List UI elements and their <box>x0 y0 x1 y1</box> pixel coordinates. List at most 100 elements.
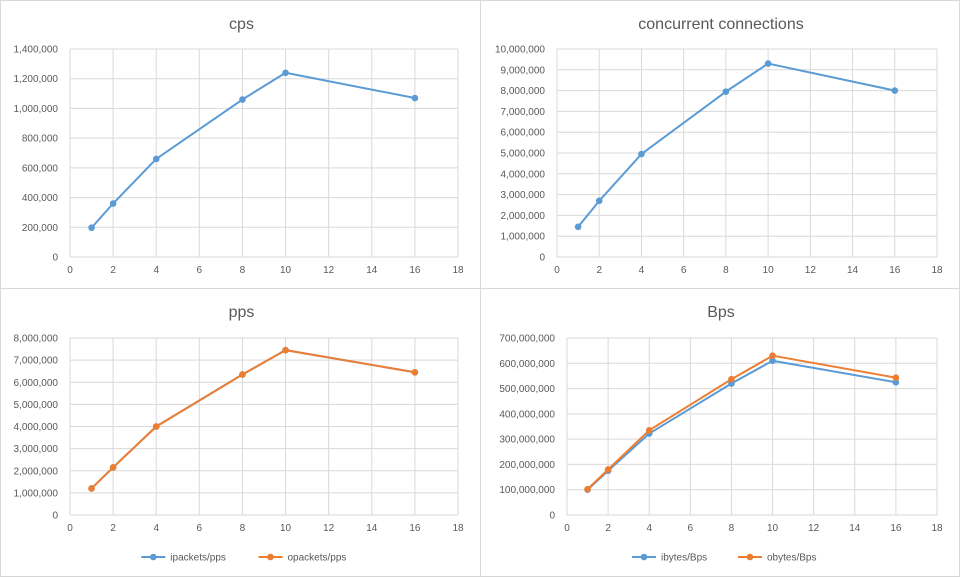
y-tick-label: 7,000,000 <box>501 107 546 118</box>
legend-label: ipackets/pps <box>170 553 226 564</box>
data-point <box>88 224 95 232</box>
data-point <box>109 464 117 471</box>
x-tick-label: 8 <box>723 265 729 276</box>
x-tick-label: 16 <box>409 523 421 534</box>
chart-title: concurrent connections <box>638 16 803 33</box>
data-point <box>595 197 603 205</box>
y-tick-label: 5,000,000 <box>501 149 546 160</box>
legend-swatch-marker <box>640 553 648 561</box>
data-point <box>604 466 612 473</box>
data-point <box>584 485 591 493</box>
chart-svg: concurrent connections 0 2 4 6 8 10 12 14 16 18 0 1,… <box>495 16 943 276</box>
x-tick-label: 12 <box>805 265 817 276</box>
y-tick-label: 100,000,000 <box>499 485 555 496</box>
x-tick-label: 6 <box>688 523 694 534</box>
y-tick-label: 9,000,000 <box>501 65 546 76</box>
y-tick-label: 3,000,000 <box>501 190 546 201</box>
y-tick-label: 6,000,000 <box>14 378 59 389</box>
x-tick-label: 14 <box>366 523 378 534</box>
x-tick-label: 2 <box>605 523 611 534</box>
y-tick-label: 6,000,000 <box>501 128 546 139</box>
y-tick-label: 0 <box>539 253 545 264</box>
series-line-0 <box>90 71 416 229</box>
data-point <box>109 200 117 207</box>
legend-label: opackets/pps <box>288 553 347 564</box>
x-tick-label: 12 <box>808 523 820 534</box>
data-point <box>892 378 900 386</box>
y-tick-label: 2,000,000 <box>501 211 546 222</box>
data-point <box>764 60 772 67</box>
data-point <box>282 69 289 77</box>
x-tick-label: 4 <box>639 265 645 276</box>
y-tick-label: 700,000,000 <box>499 334 555 345</box>
chart-title: Bps <box>707 304 735 321</box>
x-tick-label: 10 <box>767 523 779 534</box>
x-tick-label: 6 <box>197 523 203 534</box>
data-point <box>152 423 160 430</box>
y-tick-label: 200,000 <box>22 223 59 234</box>
y-tick-label: 300,000,000 <box>499 435 555 446</box>
x-tick-label: 18 <box>452 523 464 534</box>
y-tick-label: 600,000,000 <box>499 359 555 370</box>
y-tick-label: 1,000,000 <box>501 232 546 243</box>
x-tick-label: 6 <box>197 265 203 276</box>
y-tick-label: 8,000,000 <box>14 334 59 345</box>
x-tick-label: 14 <box>847 265 859 276</box>
x-tick-label: 14 <box>849 523 861 534</box>
data-point <box>239 371 246 378</box>
series-line-0 <box>586 359 897 491</box>
x-tick-label: 12 <box>323 265 335 276</box>
x-tick-label: 18 <box>452 265 464 276</box>
x-tick-label: 2 <box>110 265 116 276</box>
data-point <box>574 223 582 231</box>
y-tick-label: 4,000,000 <box>501 169 546 180</box>
y-tick-label: 1,000,000 <box>14 104 59 115</box>
series-line-0 <box>577 62 895 228</box>
x-tick-label: 12 <box>323 523 335 534</box>
y-tick-label: 4,000,000 <box>14 422 59 433</box>
y-tick-label: 5,000,000 <box>14 400 59 411</box>
x-tick-label: 0 <box>67 265 73 276</box>
series-line-0 <box>90 349 416 490</box>
y-tick-label: 400,000 <box>22 193 59 204</box>
x-tick-label: 0 <box>554 265 560 276</box>
data-point <box>722 88 730 95</box>
x-tick-label: 10 <box>280 523 292 534</box>
bps-chart-panel: Bps 0 2 4 6 8 10 12 14 16 18 0 100,000,000 200,000,00… <box>480 288 960 577</box>
y-tick-label: 1,000,000 <box>14 488 59 499</box>
y-tick-label: 500,000,000 <box>499 384 555 395</box>
y-tick-label: 3,000,000 <box>14 444 59 455</box>
legend-label: ibytes/Bps <box>661 553 707 564</box>
x-tick-label: 4 <box>646 523 652 534</box>
y-tick-label: 800,000 <box>22 134 59 145</box>
data-point <box>411 94 419 102</box>
data-point <box>645 426 653 434</box>
x-tick-label: 8 <box>240 523 246 534</box>
chart-svg: cps 0 2 4 6 8 10 12 14 16 18 0 200,000 400,000 600,000… <box>14 16 464 276</box>
chart-title: cps <box>229 16 254 33</box>
y-tick-label: 2,000,000 <box>14 466 59 477</box>
data-point <box>769 357 776 365</box>
y-tick-label: 8,000,000 <box>501 86 546 97</box>
y-tick-label: 0 <box>52 253 58 264</box>
chart-title: pps <box>229 304 255 321</box>
series-line-1 <box>586 354 897 490</box>
legend: ibytes/Bps obytes/Bps <box>632 553 816 564</box>
x-tick-label: 16 <box>890 523 902 534</box>
y-tick-label: 600,000 <box>22 163 59 174</box>
y-tick-label: 1,400,000 <box>14 45 59 56</box>
x-tick-label: 2 <box>110 523 116 534</box>
concurrent-connections-chart-panel: concurrent connections 0 2 4 6 8 10 12 14 16 18 0 1,… <box>480 0 960 289</box>
y-tick-label: 0 <box>549 511 555 522</box>
x-tick-label: 16 <box>409 265 421 276</box>
data-point <box>891 87 899 94</box>
x-tick-label: 2 <box>596 265 602 276</box>
data-point <box>728 375 735 383</box>
data-point <box>239 96 246 103</box>
x-tick-label: 8 <box>729 523 735 534</box>
series-line-1 <box>90 349 416 490</box>
x-tick-label: 0 <box>67 523 73 534</box>
data-point <box>638 150 645 158</box>
data-point <box>88 485 95 492</box>
